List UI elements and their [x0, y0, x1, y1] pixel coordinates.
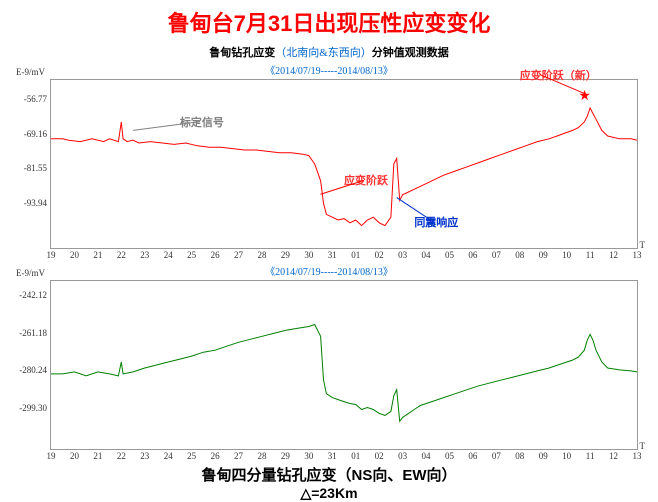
xtick: 25 — [187, 451, 196, 461]
xtick: 21 — [93, 451, 102, 461]
xtick: 09 — [539, 250, 548, 260]
xtick: 20 — [70, 451, 79, 461]
annotation-connector — [51, 80, 637, 248]
xtick: 08 — [515, 451, 524, 461]
y-unit-2: E-9/mV — [16, 268, 45, 278]
y-unit-1: E-9/mV — [16, 67, 45, 77]
xtick: 30 — [304, 250, 313, 260]
xtick: 01 — [351, 250, 360, 260]
xtick: 11 — [586, 250, 595, 260]
xtick: 13 — [633, 451, 642, 461]
subtitle-blue: （北南向&东西向） — [275, 47, 372, 59]
xtick: 03 — [398, 250, 407, 260]
xtick: 31 — [328, 451, 337, 461]
xtick: 04 — [422, 451, 431, 461]
ytick: -280.24 — [13, 365, 47, 375]
xtick: 25 — [187, 250, 196, 260]
xtick: 26 — [211, 451, 220, 461]
xtick: 05 — [445, 451, 454, 461]
xtick: 13 — [633, 250, 642, 260]
xtick: 12 — [609, 250, 618, 260]
chart1-wrap: E-9/mV T -56.77-69.16-81.55-93.941920212… — [14, 79, 644, 249]
chart2: T -242.12-261.18-280.24-299.301920212223… — [50, 280, 638, 450]
date-range-2: 《2014/07/19-----2014/08/13》 — [0, 263, 658, 278]
chart1: T -56.77-69.16-81.55-93.9419202122232425… — [50, 79, 638, 249]
xtick: 01 — [351, 451, 360, 461]
subtitle: 鲁甸钻孔应变（北南向&东西向）分钟值观测数据 — [0, 44, 658, 60]
xtick: 08 — [515, 250, 524, 260]
xtick: 21 — [93, 250, 102, 260]
xtick: 23 — [140, 451, 149, 461]
caption-2: △=23Km — [0, 485, 658, 502]
xtick: 19 — [47, 250, 56, 260]
xtick: 03 — [398, 451, 407, 461]
xtick: 19 — [47, 451, 56, 461]
xtick: 02 — [375, 250, 384, 260]
ytick: -242.12 — [13, 290, 47, 300]
xtick: 20 — [70, 250, 79, 260]
xtick: 07 — [492, 250, 501, 260]
xtick: 11 — [586, 451, 595, 461]
xtick: 24 — [164, 451, 173, 461]
xtick: 02 — [375, 451, 384, 461]
xtick: 28 — [257, 451, 266, 461]
xtick: 12 — [609, 451, 618, 461]
xtick: 10 — [562, 250, 571, 260]
caption-1: 鲁甸四分量钻孔应变（NS向、EW向） — [0, 464, 658, 485]
xtick: 22 — [117, 451, 126, 461]
xtick: 26 — [211, 250, 220, 260]
xtick: 31 — [328, 250, 337, 260]
xtick: 24 — [164, 250, 173, 260]
chart2-line — [51, 281, 637, 449]
x-unit-2: T — [640, 441, 646, 451]
xtick: 04 — [422, 250, 431, 260]
subtitle-suffix: 分钟值观测数据 — [372, 47, 449, 59]
main-title: 鲁甸台7月31日出现压性应变变化 — [0, 0, 658, 38]
ytick: -69.16 — [13, 129, 47, 139]
xtick: 06 — [468, 451, 477, 461]
xtick: 23 — [140, 250, 149, 260]
xtick: 05 — [445, 250, 454, 260]
xtick: 22 — [117, 250, 126, 260]
xtick: 27 — [234, 250, 243, 260]
ytick: -93.94 — [13, 198, 47, 208]
ytick: -81.55 — [13, 163, 47, 173]
subtitle-prefix: 鲁甸钻孔应变 — [209, 47, 275, 59]
xtick: 30 — [304, 451, 313, 461]
ytick: -261.18 — [13, 328, 47, 338]
xtick: 29 — [281, 451, 290, 461]
xtick: 27 — [234, 451, 243, 461]
xtick: 06 — [468, 250, 477, 260]
xtick: 09 — [539, 451, 548, 461]
ytick: -56.77 — [13, 94, 47, 104]
xtick: 28 — [257, 250, 266, 260]
x-unit-1: T — [640, 240, 646, 250]
ytick: -299.30 — [13, 403, 47, 413]
xtick: 10 — [562, 451, 571, 461]
xtick: 29 — [281, 250, 290, 260]
xtick: 07 — [492, 451, 501, 461]
chart2-wrap: E-9/mV T -242.12-261.18-280.24-299.30192… — [14, 280, 644, 450]
